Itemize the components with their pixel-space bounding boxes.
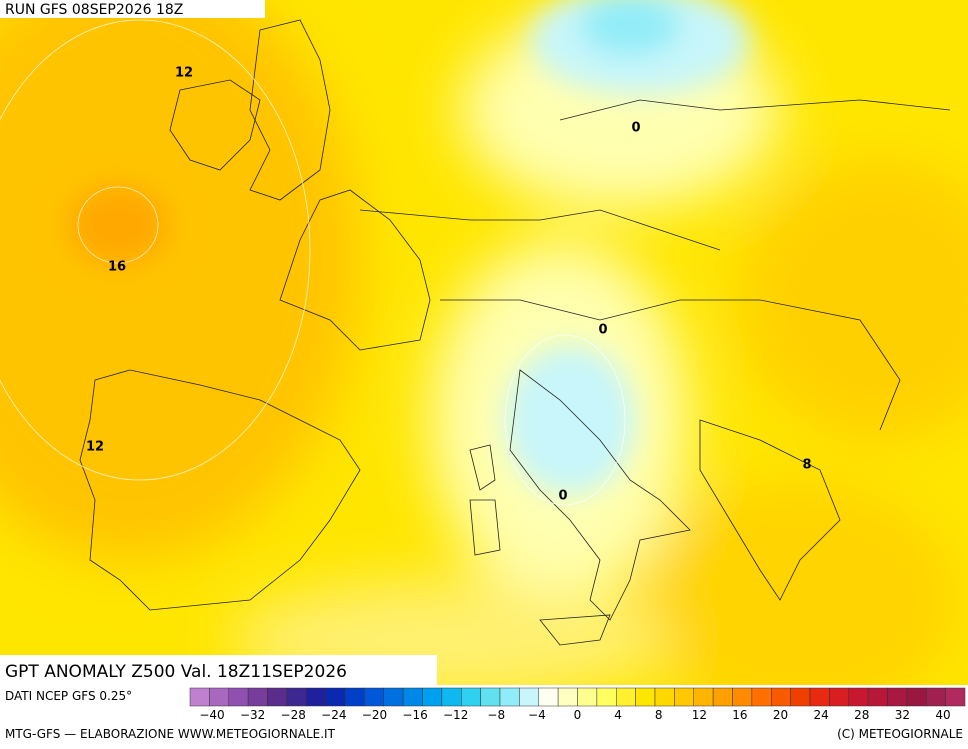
colorbar-label: 40: [935, 708, 950, 722]
colorbar-cell: [751, 687, 772, 707]
colorbar-cell: [616, 687, 636, 707]
contour-label: 0: [631, 121, 640, 136]
colorbar-cell: [557, 687, 578, 707]
colorbar-label: 12: [692, 708, 707, 722]
colorbar-label: −16: [402, 708, 427, 722]
colorbar-label: 16: [732, 708, 747, 722]
colorbar-label: −12: [443, 708, 468, 722]
colorbar-cell: [209, 687, 229, 707]
colorbar-cell: [635, 687, 656, 707]
colorbar-cell: [441, 687, 462, 707]
source: DATI NCEP GFS 0.25°: [5, 689, 132, 703]
colorbar-label: 8: [655, 708, 663, 722]
colorbar-cell: [945, 687, 966, 707]
colorbar-cell: [790, 687, 811, 707]
footer-right: (C) METEOGIORNALE: [837, 727, 963, 741]
run-label: RUN GFS 08SEP2026 18Z: [5, 2, 183, 18]
map: [0, 0, 968, 685]
colorbar-cell: [402, 687, 423, 707]
colorbar-cell: [712, 687, 733, 707]
colorbar-label: −40: [199, 708, 224, 722]
colorbar-label: −8: [487, 708, 505, 722]
colorbar-cell: [422, 687, 443, 707]
colorbar-label: 32: [895, 708, 910, 722]
colorbar-cell: [577, 687, 598, 707]
title-box: [0, 655, 437, 685]
colorbar-label: −20: [362, 708, 387, 722]
contour-lines: [0, 19, 626, 506]
colorbar-cell: [867, 687, 888, 707]
contour-label: 0: [558, 489, 567, 504]
colorbar-cell: [286, 687, 307, 707]
colorbar-label: 4: [614, 708, 622, 722]
colorbar-cell: [674, 687, 694, 707]
contour-labels: 12 16 12 0 0 0 8: [86, 66, 812, 504]
colorbar-cell: [809, 687, 830, 707]
colorbar-cell: [189, 687, 210, 707]
colorbar-cell: [480, 687, 501, 707]
colorbar-cell: [247, 687, 268, 707]
contour-label: 16: [108, 260, 126, 275]
colorbar-label: 24: [814, 708, 829, 722]
colorbar-cell: [499, 687, 520, 707]
colorbar-label: 0: [574, 708, 582, 722]
colorbar-cell: [364, 687, 384, 707]
colorbar-label: −24: [321, 708, 346, 722]
colorbar: −40 −32 −28 −24 −20 −16 −12 −8 −4 0 4 8 12 16 20 24 28 32…: [189, 687, 966, 722]
contour-label: 8: [802, 458, 811, 473]
colorbar-cell: [383, 687, 404, 707]
colorbar-cell: [829, 687, 849, 707]
colorbar-label: −28: [281, 708, 306, 722]
colorbar-cell: [596, 687, 617, 707]
colorbar-cell: [926, 687, 946, 707]
contour-label: 12: [86, 440, 104, 455]
coastlines: [79, 19, 951, 646]
colorbar-cell: [306, 687, 326, 707]
footer-left: MTG-GFS — ELABORAZIONE WWW.METEOGIORNALE…: [5, 727, 336, 741]
contour-label: 0: [598, 323, 607, 338]
contour-label: 12: [175, 66, 193, 81]
colorbar-cell: [887, 687, 908, 707]
colorbar-cell: [732, 687, 753, 707]
colorbar-cell: [344, 687, 365, 707]
colorbar-cell: [848, 687, 869, 707]
colorbar-cell: [325, 687, 346, 707]
colorbar-label: 20: [773, 708, 788, 722]
colorbar-cell: [228, 687, 249, 707]
colorbar-label: 28: [854, 708, 869, 722]
colorbar-cell: [461, 687, 481, 707]
colorbar-cell: [771, 687, 791, 707]
colorbar-cell: [906, 687, 927, 707]
colorbar-cell: [267, 687, 288, 707]
header-box: [0, 0, 265, 18]
colorbar-label: −4: [528, 708, 546, 722]
map-title: GPT ANOMALY Z500 Val. 18Z11SEP2026: [5, 662, 347, 682]
colorbar-label: −32: [240, 708, 265, 722]
colorbar-cell: [693, 687, 714, 707]
colorbar-cell: [519, 687, 539, 707]
colorbar-cell: [538, 687, 559, 707]
colorbar-cell: [654, 687, 675, 707]
